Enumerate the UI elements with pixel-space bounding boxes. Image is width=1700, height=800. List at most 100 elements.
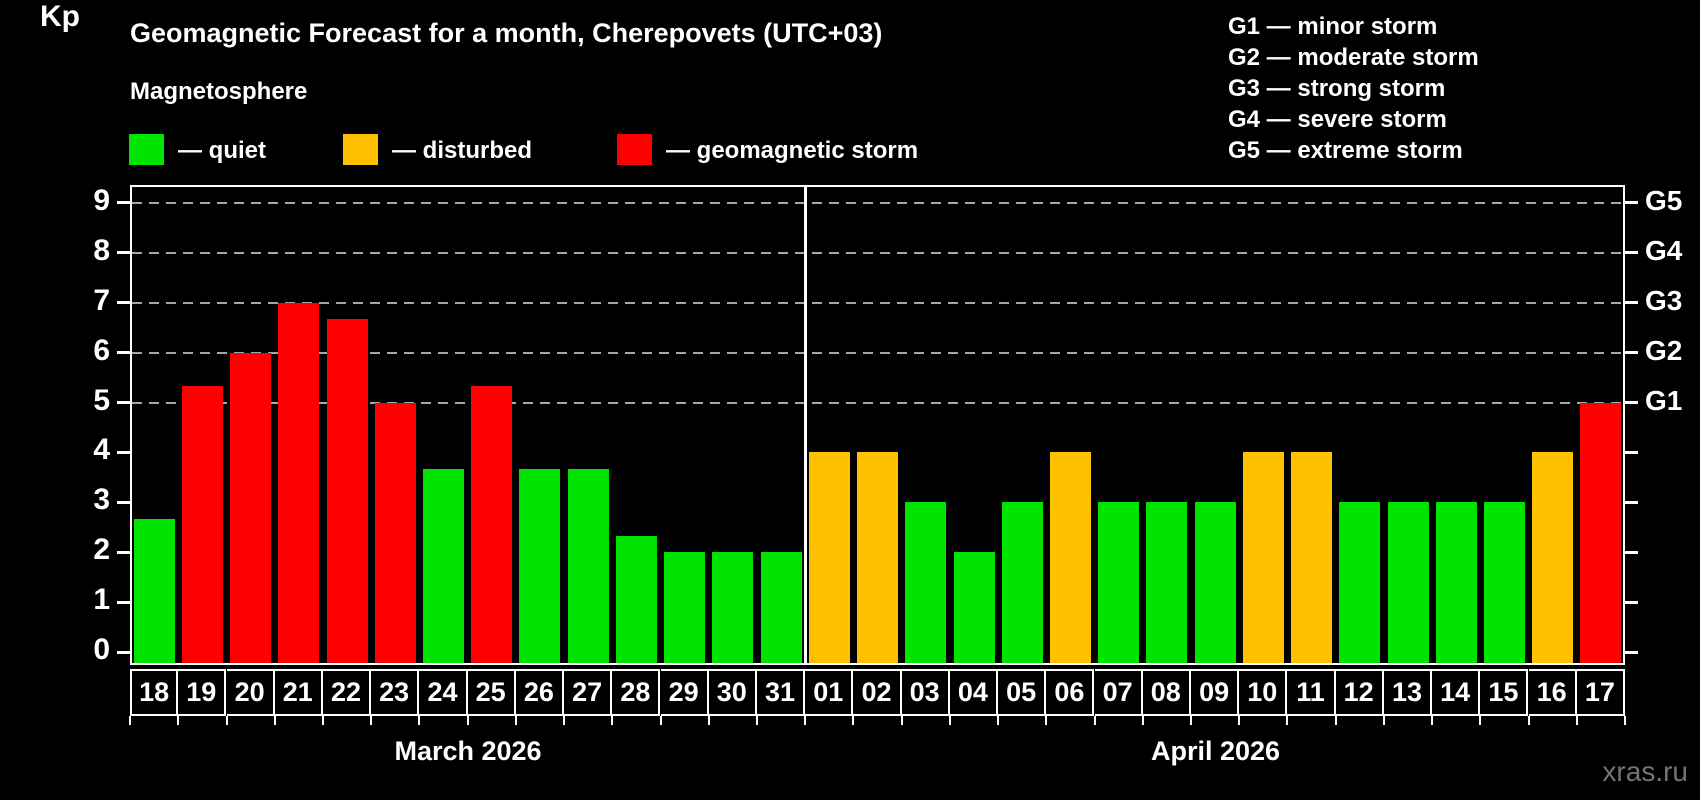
bar-29 (664, 552, 706, 663)
quiet-legend-label: — quiet (178, 137, 266, 164)
bar-20 (230, 352, 272, 663)
day-cell-14: 14 (1432, 669, 1481, 716)
day-cell-26: 26 (515, 669, 564, 716)
x-tick-4 (321, 716, 324, 725)
gridline-kp7 (132, 301, 1623, 304)
bar-30 (712, 552, 754, 663)
day-cell-03: 03 (901, 669, 950, 716)
day-cell-30: 30 (708, 669, 757, 716)
bar-09 (1194, 502, 1236, 663)
day-cell-18: 18 (130, 669, 179, 716)
x-tick-7 (466, 716, 469, 725)
x-tick-17 (948, 716, 951, 725)
disturbed-swatch-icon (343, 134, 378, 165)
y-tick-right-0 (1625, 650, 1638, 654)
day-cell-12: 12 (1335, 669, 1384, 716)
x-tick-14 (804, 716, 807, 725)
day-cell-04: 04 (949, 669, 998, 716)
y-tick-label-6: 6 (93, 333, 110, 367)
quiet-swatch-icon (129, 134, 164, 165)
day-cell-19: 19 (178, 669, 227, 716)
x-tick-10 (611, 716, 614, 725)
y-tick-label-2: 2 (93, 533, 110, 567)
y-tick-label-8: 8 (93, 233, 110, 267)
g1-legend-line: G1 — minor storm (1228, 13, 1438, 40)
gridline-kp9 (132, 201, 1623, 204)
storm-swatch-icon (617, 134, 652, 165)
x-tick-0 (129, 716, 131, 725)
bar-27 (567, 468, 609, 663)
gridline-kp5 (132, 401, 1623, 404)
y-tick-left-4 (117, 450, 130, 454)
day-cell-20: 20 (226, 669, 275, 716)
g3-legend-line: G3 — strong storm (1228, 75, 1446, 102)
day-cell-24: 24 (419, 669, 468, 716)
y-tick-right-8 (1625, 251, 1638, 255)
day-cell-15: 15 (1480, 669, 1529, 716)
x-tick-25 (1334, 716, 1337, 725)
x-tick-29 (1527, 716, 1530, 725)
day-cell-21: 21 (274, 669, 323, 716)
day-cell-07: 07 (1094, 669, 1143, 716)
y-tick-label-7: 7 (93, 283, 110, 317)
bar-04 (953, 552, 995, 663)
y-tick-label-0: 0 (93, 633, 110, 667)
x-tick-23 (1238, 716, 1241, 725)
bar-10 (1242, 452, 1284, 663)
bar-12 (1339, 502, 1381, 663)
y-tick-right-6 (1625, 351, 1638, 355)
x-tick-28 (1479, 716, 1482, 725)
g4-legend-line: G4 — severe storm (1228, 106, 1447, 133)
day-cell-17: 17 (1576, 669, 1625, 716)
bar-05 (1001, 502, 1043, 663)
x-tick-31 (1624, 716, 1626, 725)
right-axis-label-G2: G2 (1645, 334, 1683, 366)
bar-15 (1483, 502, 1525, 663)
y-tick-right-7 (1625, 301, 1638, 305)
g-scale-legend: G1 — minor storm G2 — moderate storm G3 … (1228, 11, 1479, 166)
x-tick-11 (659, 716, 662, 725)
bar-24 (423, 468, 464, 663)
bar-28 (615, 535, 657, 663)
watermark: xras.ru (1602, 756, 1688, 787)
x-tick-5 (370, 716, 373, 725)
y-tick-left-0 (117, 650, 130, 654)
bar-25 (471, 386, 513, 663)
x-tick-20 (1093, 716, 1096, 725)
day-cell-10: 10 (1239, 669, 1288, 716)
g5-legend-line: G5 — extreme storm (1228, 137, 1463, 164)
bar-31 (760, 552, 802, 663)
bar-06 (1049, 452, 1091, 663)
g2-legend-line: G2 — moderate storm (1228, 44, 1479, 71)
right-axis-label-G4: G4 (1645, 234, 1683, 266)
x-tick-9 (563, 716, 565, 725)
y-tick-left-8 (117, 251, 130, 255)
bar-22 (326, 319, 368, 663)
y-tick-left-5 (117, 401, 130, 405)
y-axis-title: Kp (40, 0, 80, 33)
x-tick-12 (707, 716, 710, 725)
x-tick-30 (1575, 716, 1578, 725)
right-axis-label-G1: G1 (1645, 384, 1683, 416)
right-axis-label-G5: G5 (1645, 184, 1683, 216)
y-tick-right-3 (1625, 500, 1638, 504)
y-tick-left-2 (117, 550, 130, 554)
x-tick-16 (900, 716, 903, 725)
x-tick-15 (852, 716, 855, 725)
x-tick-24 (1286, 716, 1289, 725)
bar-19 (181, 386, 223, 663)
day-cell-09: 09 (1191, 669, 1240, 716)
bar-13 (1387, 502, 1429, 663)
y-tick-label-3: 3 (93, 483, 110, 517)
day-cell-28: 28 (612, 669, 661, 716)
x-tick-26 (1382, 716, 1385, 725)
bar-11 (1291, 452, 1332, 663)
day-cell-06: 06 (1046, 669, 1095, 716)
day-cell-27: 27 (564, 669, 613, 716)
y-tick-label-1: 1 (93, 583, 110, 617)
x-tick-18 (997, 716, 1000, 725)
x-tick-1 (177, 716, 180, 725)
day-cell-01: 01 (805, 669, 854, 716)
